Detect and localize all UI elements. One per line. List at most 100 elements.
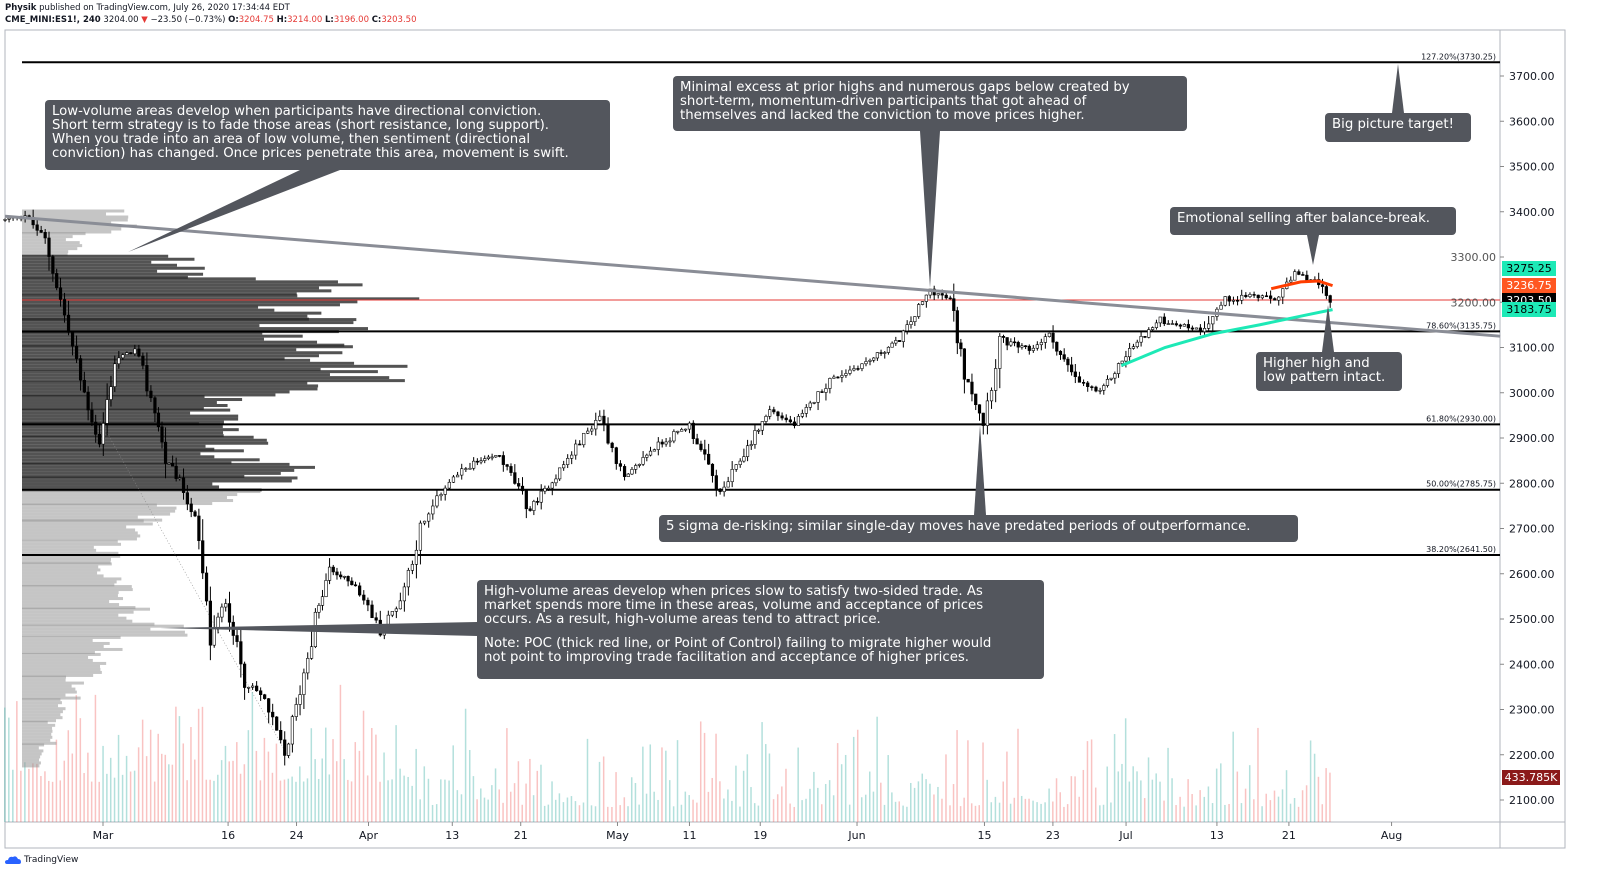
- volume-profile-bar: [22, 713, 61, 717]
- candle: [784, 417, 788, 421]
- candle: [974, 393, 978, 406]
- volume-bar: [956, 730, 958, 822]
- volume-profile-bar: [22, 710, 63, 714]
- candle: [235, 635, 239, 642]
- volume-bar: [1215, 768, 1218, 822]
- candle: [7, 217, 11, 220]
- candle: [966, 378, 970, 383]
- volume-bar: [59, 780, 62, 822]
- candle: [1293, 271, 1297, 281]
- candle: [1035, 344, 1039, 349]
- volume-bar: [1232, 731, 1234, 822]
- volume-bar: [332, 739, 334, 822]
- volume-bar: [615, 772, 617, 822]
- candle: [435, 495, 439, 507]
- close-value: 3203.50: [381, 15, 417, 25]
- volume-bar: [525, 783, 527, 822]
- volume-profile-bar: [22, 303, 340, 307]
- author[interactable]: Physik: [5, 3, 37, 13]
- candle: [149, 390, 153, 399]
- candle: [539, 490, 543, 503]
- note-high-volume[interactable]: High-volume areas develop when prices sl…: [477, 580, 1044, 679]
- volume-bar: [665, 750, 667, 822]
- note-minimal-excess[interactable]: Minimal excess at prior highs and numero…: [673, 76, 1187, 131]
- candle: [1194, 327, 1198, 330]
- volume-profile-bar: [22, 361, 355, 365]
- candle: [890, 342, 894, 348]
- volume-bar: [137, 747, 140, 822]
- volume-bar: [1261, 806, 1263, 822]
- volume-bar: [306, 778, 309, 822]
- candle: [738, 460, 742, 465]
- candle: [398, 600, 402, 610]
- note-big-picture-target[interactable]: Big picture target!: [1325, 113, 1471, 142]
- x-tick-label: 19: [753, 829, 767, 842]
- volume-bar: [350, 781, 353, 822]
- volume-bar: [121, 774, 124, 822]
- volume-profile-bar: [22, 212, 107, 216]
- candle: [718, 489, 722, 493]
- price-change: −23.50 (−0.73%): [150, 15, 226, 25]
- volume-profile-bar: [22, 493, 238, 497]
- candle: [1252, 294, 1256, 296]
- volume-bar: [407, 776, 409, 822]
- candle: [1051, 332, 1055, 343]
- note-low-volume[interactable]: Low-volume areas develop when participan…: [45, 100, 610, 170]
- volume-profile-bar: [22, 667, 101, 671]
- candle: [808, 402, 812, 408]
- volume-bar: [959, 806, 962, 822]
- volume-profile-bar: [22, 545, 94, 549]
- volume-bar: [594, 806, 597, 822]
- candle: [1223, 296, 1227, 306]
- volume-bar: [8, 717, 10, 822]
- volume-bar: [742, 770, 745, 822]
- candle: [535, 501, 540, 503]
- note-line: conviction) has changed. Once prices pen…: [52, 146, 569, 161]
- volume-bar: [844, 754, 847, 822]
- candle: [58, 287, 63, 300]
- volume-bar: [251, 691, 254, 822]
- note-higher-high[interactable]: Higher high and low pattern intact.: [1256, 352, 1402, 391]
- callout-pointer: [974, 425, 986, 515]
- candle: [447, 481, 451, 489]
- volume-bar: [178, 716, 181, 822]
- volume-bar: [205, 779, 208, 822]
- candle: [626, 473, 630, 477]
- volume-bar: [302, 781, 305, 822]
- candle: [455, 474, 460, 478]
- volume-bar: [209, 779, 211, 822]
- volume-bar: [797, 747, 799, 822]
- note-line: themselves and lacked the conviction to …: [680, 108, 1085, 123]
- candle: [1081, 382, 1086, 384]
- candle: [714, 475, 718, 491]
- volume-profile-bar: [22, 345, 353, 349]
- volume-bar: [375, 734, 377, 822]
- volume-profile-bar: [22, 755, 41, 759]
- volume-profile-bar: [22, 761, 41, 765]
- note-5-sigma[interactable]: 5 sigma de-risking; similar single-day m…: [659, 515, 1298, 542]
- volume-profile-bar: [22, 539, 118, 543]
- volume-bar: [1313, 753, 1316, 822]
- volume-bar: [1147, 757, 1150, 822]
- candle: [1231, 299, 1236, 302]
- tradingview-logo[interactable]: TradingView: [5, 855, 78, 865]
- volume-bar: [213, 780, 215, 822]
- volume-bar: [1207, 786, 1210, 822]
- volume-bar: [1293, 797, 1296, 822]
- volume-bar: [1187, 779, 1189, 822]
- volume-profile-bar: [22, 583, 115, 587]
- volume-profile-bar: [22, 314, 308, 318]
- candle: [160, 426, 164, 443]
- y-tick-label: 3500.00: [1509, 161, 1555, 174]
- volume-profile-bar: [22, 673, 94, 677]
- candle: [676, 430, 680, 433]
- volume-bar: [680, 804, 683, 822]
- candle: [35, 224, 39, 231]
- candle: [153, 397, 157, 414]
- low-value: 3196.00: [333, 15, 369, 25]
- note-emotional-selling[interactable]: Emotional selling after balance-break.: [1170, 207, 1456, 235]
- candle: [641, 457, 645, 465]
- volume-bar: [1044, 802, 1046, 822]
- volume-bar: [711, 777, 713, 822]
